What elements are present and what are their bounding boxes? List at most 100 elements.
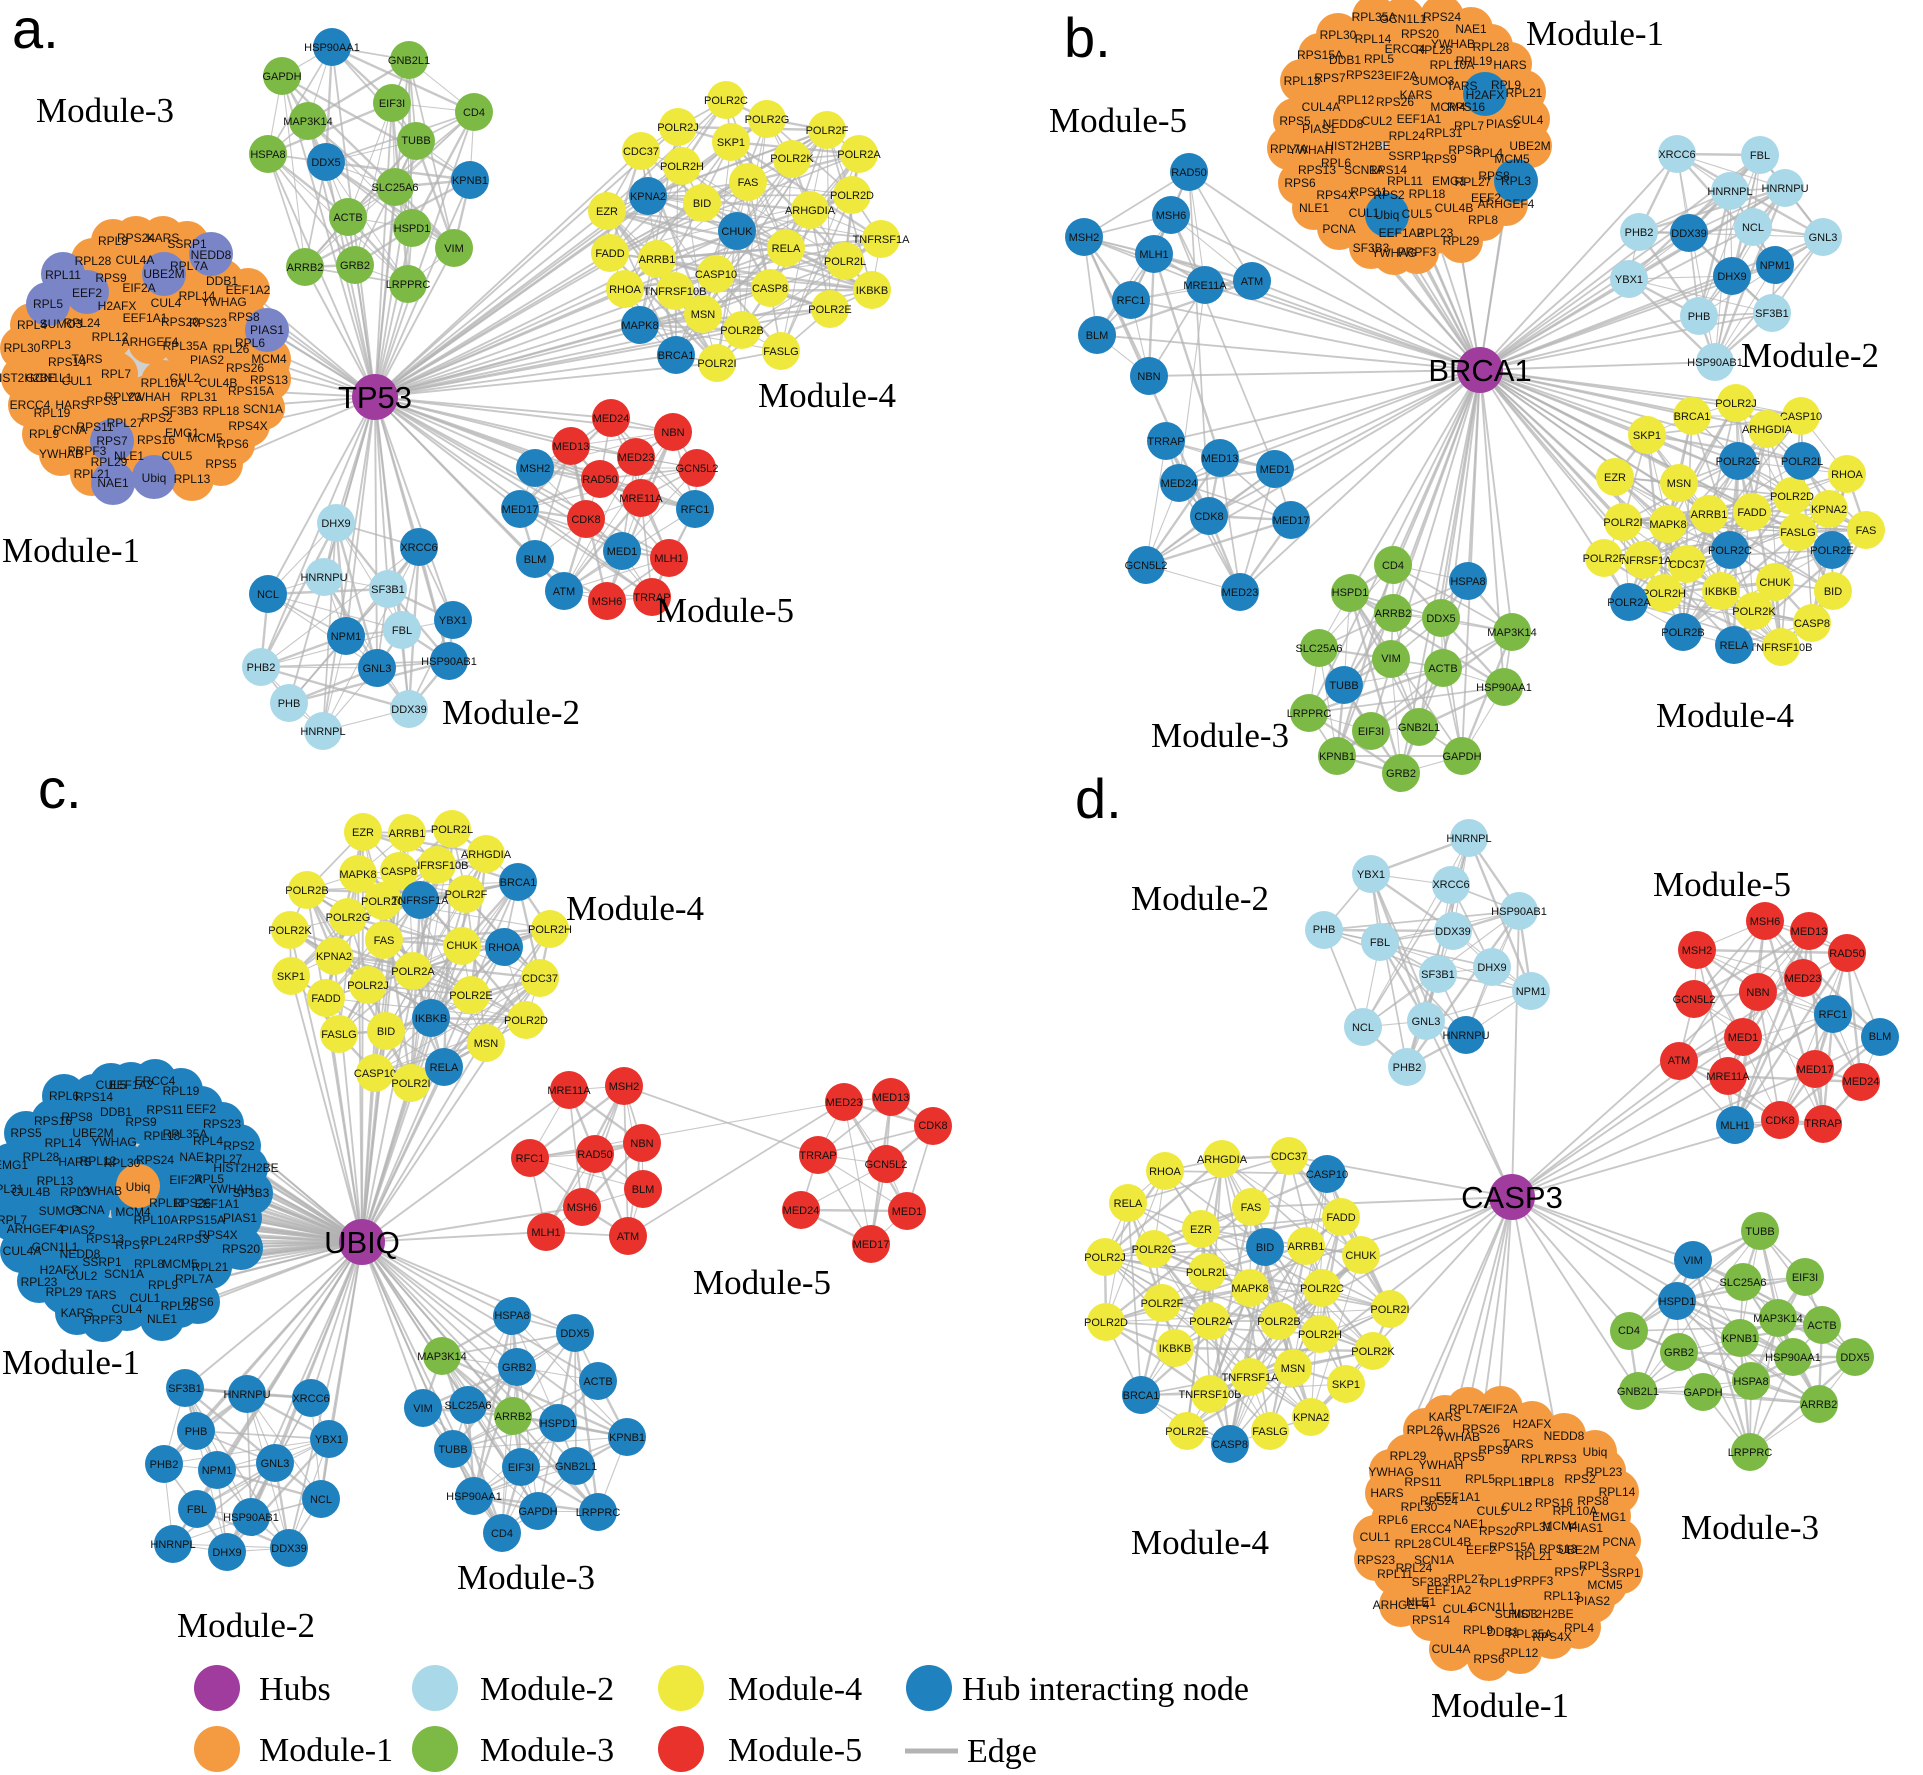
svg-text:ERCC4: ERCC4 — [10, 398, 51, 412]
svg-text:MSH6: MSH6 — [1156, 210, 1187, 222]
svg-text:RPL14: RPL14 — [1599, 1485, 1636, 1499]
svg-text:RELA: RELA — [1114, 1198, 1143, 1210]
svg-text:NAE1: NAE1 — [179, 1150, 211, 1164]
svg-text:NEDD8: NEDD8 — [191, 248, 232, 262]
svg-text:SF3B3: SF3B3 — [233, 1186, 270, 1200]
svg-text:CDC37: CDC37 — [623, 146, 659, 158]
svg-text:BRCA1: BRCA1 — [1674, 411, 1711, 423]
svg-text:PRPF3: PRPF3 — [1515, 1574, 1554, 1588]
svg-text:RPS5: RPS5 — [1453, 1450, 1485, 1464]
svg-text:SUMO3: SUMO3 — [1495, 1607, 1538, 1621]
svg-text:MED24: MED24 — [1161, 478, 1198, 490]
svg-text:HSP90AB1: HSP90AB1 — [223, 1512, 279, 1524]
svg-text:RPS13: RPS13 — [250, 373, 288, 387]
svg-text:HARS: HARS — [58, 1155, 91, 1169]
svg-text:RPS20: RPS20 — [1401, 27, 1439, 41]
svg-text:GCN5L2: GCN5L2 — [1673, 994, 1716, 1006]
svg-text:RAD50: RAD50 — [1829, 948, 1864, 960]
svg-text:ARRB2: ARRB2 — [1375, 608, 1412, 620]
svg-text:Module-3: Module-3 — [457, 1558, 595, 1597]
svg-text:RPS13: RPS13 — [1539, 1542, 1577, 1556]
svg-text:MAP3K14: MAP3K14 — [1487, 627, 1537, 639]
svg-text:POLR2E: POLR2E — [449, 990, 492, 1002]
svg-text:RPL19: RPL19 — [1456, 54, 1493, 68]
svg-text:RPL27: RPL27 — [206, 1152, 243, 1166]
svg-text:RPL29: RPL29 — [91, 455, 128, 469]
svg-text:LRPPRC: LRPPRC — [386, 279, 431, 291]
svg-text:RPL24: RPL24 — [64, 316, 101, 330]
svg-text:CUL4: CUL4 — [151, 296, 182, 310]
svg-text:BLM: BLM — [524, 554, 547, 566]
svg-text:MED17: MED17 — [1797, 1064, 1834, 1076]
svg-text:FBL: FBL — [187, 1504, 207, 1516]
svg-text:BLM: BLM — [632, 1184, 655, 1196]
svg-text:MED1: MED1 — [607, 546, 638, 558]
svg-text:CASP8: CASP8 — [1794, 618, 1830, 630]
svg-text:NCL: NCL — [1352, 1022, 1374, 1034]
svg-text:MCM5: MCM5 — [1494, 152, 1530, 166]
svg-text:RPS6: RPS6 — [182, 1295, 214, 1309]
svg-text:MED23: MED23 — [1785, 973, 1822, 985]
svg-text:ARRB1: ARRB1 — [1691, 509, 1728, 521]
svg-text:POLR2L: POLR2L — [1186, 1267, 1228, 1279]
svg-text:PCNA: PCNA — [53, 423, 86, 437]
svg-text:EEF2: EEF2 — [186, 1102, 216, 1116]
svg-text:CDK8: CDK8 — [918, 1120, 947, 1132]
svg-text:Ubiq: Ubiq — [142, 471, 167, 485]
svg-text:MRE11A: MRE11A — [1183, 280, 1227, 292]
svg-text:RPL35A: RPL35A — [1508, 1627, 1553, 1641]
svg-text:POLR2J: POLR2J — [1715, 398, 1757, 410]
svg-text:NPM1: NPM1 — [1516, 986, 1547, 998]
svg-text:TRRAP: TRRAP — [799, 1150, 836, 1162]
svg-text:RPL21: RPL21 — [74, 467, 111, 481]
svg-text:SKP1: SKP1 — [1633, 430, 1661, 442]
svg-text:POLR2H: POLR2H — [1642, 588, 1686, 600]
svg-text:MAPK8: MAPK8 — [1231, 1283, 1268, 1295]
svg-text:a.: a. — [12, 0, 59, 60]
svg-text:TRRAP: TRRAP — [1147, 436, 1184, 448]
svg-text:NBN: NBN — [1137, 371, 1160, 383]
svg-text:KARS: KARS — [1400, 88, 1433, 102]
svg-text:SF3B1: SF3B1 — [168, 1383, 202, 1395]
svg-text:SLC25A6: SLC25A6 — [1295, 643, 1342, 655]
svg-text:CUL4A: CUL4A — [1302, 100, 1341, 114]
svg-text:RPL30: RPL30 — [1401, 1500, 1438, 1514]
svg-text:c.: c. — [38, 757, 82, 820]
svg-text:ARHGEF4: ARHGEF4 — [1373, 1598, 1430, 1612]
svg-text:RPL35A: RPL35A — [1352, 10, 1397, 24]
svg-text:IKBKB: IKBKB — [856, 285, 888, 297]
svg-text:MLH1: MLH1 — [1139, 249, 1168, 261]
svg-text:MCM4: MCM4 — [251, 352, 287, 366]
svg-text:RPL14: RPL14 — [45, 1136, 82, 1150]
svg-text:HIST2H2BE: HIST2H2BE — [1508, 1607, 1573, 1621]
svg-text:CASP8: CASP8 — [752, 283, 788, 295]
svg-text:CASP8: CASP8 — [1212, 1439, 1248, 1451]
svg-text:NAE1: NAE1 — [1455, 22, 1487, 36]
svg-text:POLR2E: POLR2E — [808, 304, 851, 316]
svg-text:RPS24: RPS24 — [1423, 10, 1461, 24]
svg-text:MSN: MSN — [1667, 478, 1692, 490]
svg-text:ARRB2: ARRB2 — [287, 262, 324, 274]
svg-text:CASP3: CASP3 — [1461, 1180, 1563, 1215]
svg-text:RPS7: RPS7 — [1554, 1565, 1586, 1579]
svg-text:SF3B1: SF3B1 — [1421, 969, 1455, 981]
svg-text:RPS6: RPS6 — [217, 437, 249, 451]
svg-text:POLR2D: POLR2D — [1084, 1317, 1128, 1329]
svg-text:HSPA8: HSPA8 — [1733, 1376, 1768, 1388]
svg-text:ACTB: ACTB — [1807, 1320, 1836, 1332]
svg-text:KPNB1: KPNB1 — [609, 1432, 645, 1444]
svg-text:RPL31: RPL31 — [1426, 126, 1463, 140]
svg-text:IKBKB: IKBKB — [415, 1013, 447, 1025]
svg-text:BLM: BLM — [1869, 1031, 1892, 1043]
svg-text:GNB2L1: GNB2L1 — [1617, 1386, 1659, 1398]
svg-text:RPL5: RPL5 — [194, 1172, 224, 1186]
svg-text:POLR2D: POLR2D — [504, 1015, 548, 1027]
svg-text:NEDD8: NEDD8 — [1323, 117, 1364, 131]
svg-text:KPNA2: KPNA2 — [630, 191, 666, 203]
svg-text:RPS15A: RPS15A — [228, 384, 274, 398]
svg-text:RPS23: RPS23 — [1357, 1553, 1395, 1567]
svg-text:MAPK8: MAPK8 — [1649, 519, 1686, 531]
svg-text:EEF2: EEF2 — [1471, 191, 1501, 205]
svg-text:HSP90AB1: HSP90AB1 — [1491, 906, 1547, 918]
svg-text:RPL23: RPL23 — [1417, 226, 1454, 240]
